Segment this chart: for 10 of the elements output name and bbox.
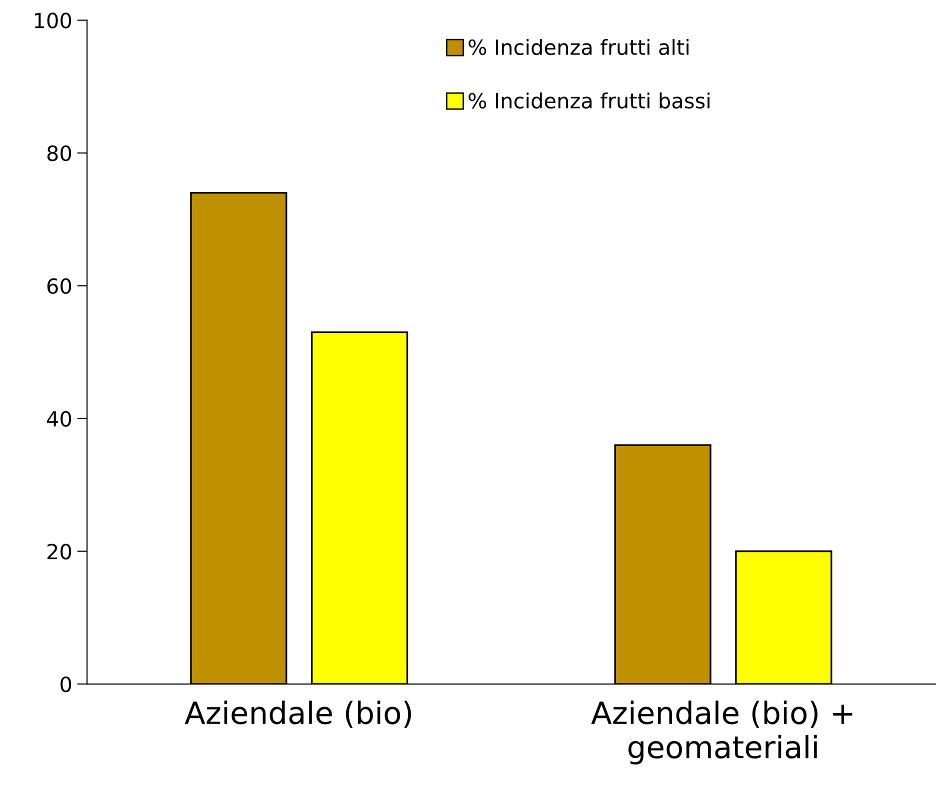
y-tick-label: 0 bbox=[60, 676, 72, 692]
legend-label: % Incidenza frutti alti bbox=[468, 38, 688, 56]
x-tick-label: Aziendale (bio) bbox=[184, 700, 412, 728]
y-tick-label: 40 bbox=[46, 410, 72, 427]
y-tick-label: 20 bbox=[47, 544, 72, 560]
x-tick-label: Aziendale (bio) + geomateriali bbox=[591, 700, 852, 764]
y-tick-label: 80 bbox=[47, 145, 72, 162]
y-tick-label: 60 bbox=[47, 278, 72, 294]
y-tick-label: 100 bbox=[34, 12, 72, 28]
legend-label: % Incidenza frutti bassi bbox=[468, 92, 710, 109]
